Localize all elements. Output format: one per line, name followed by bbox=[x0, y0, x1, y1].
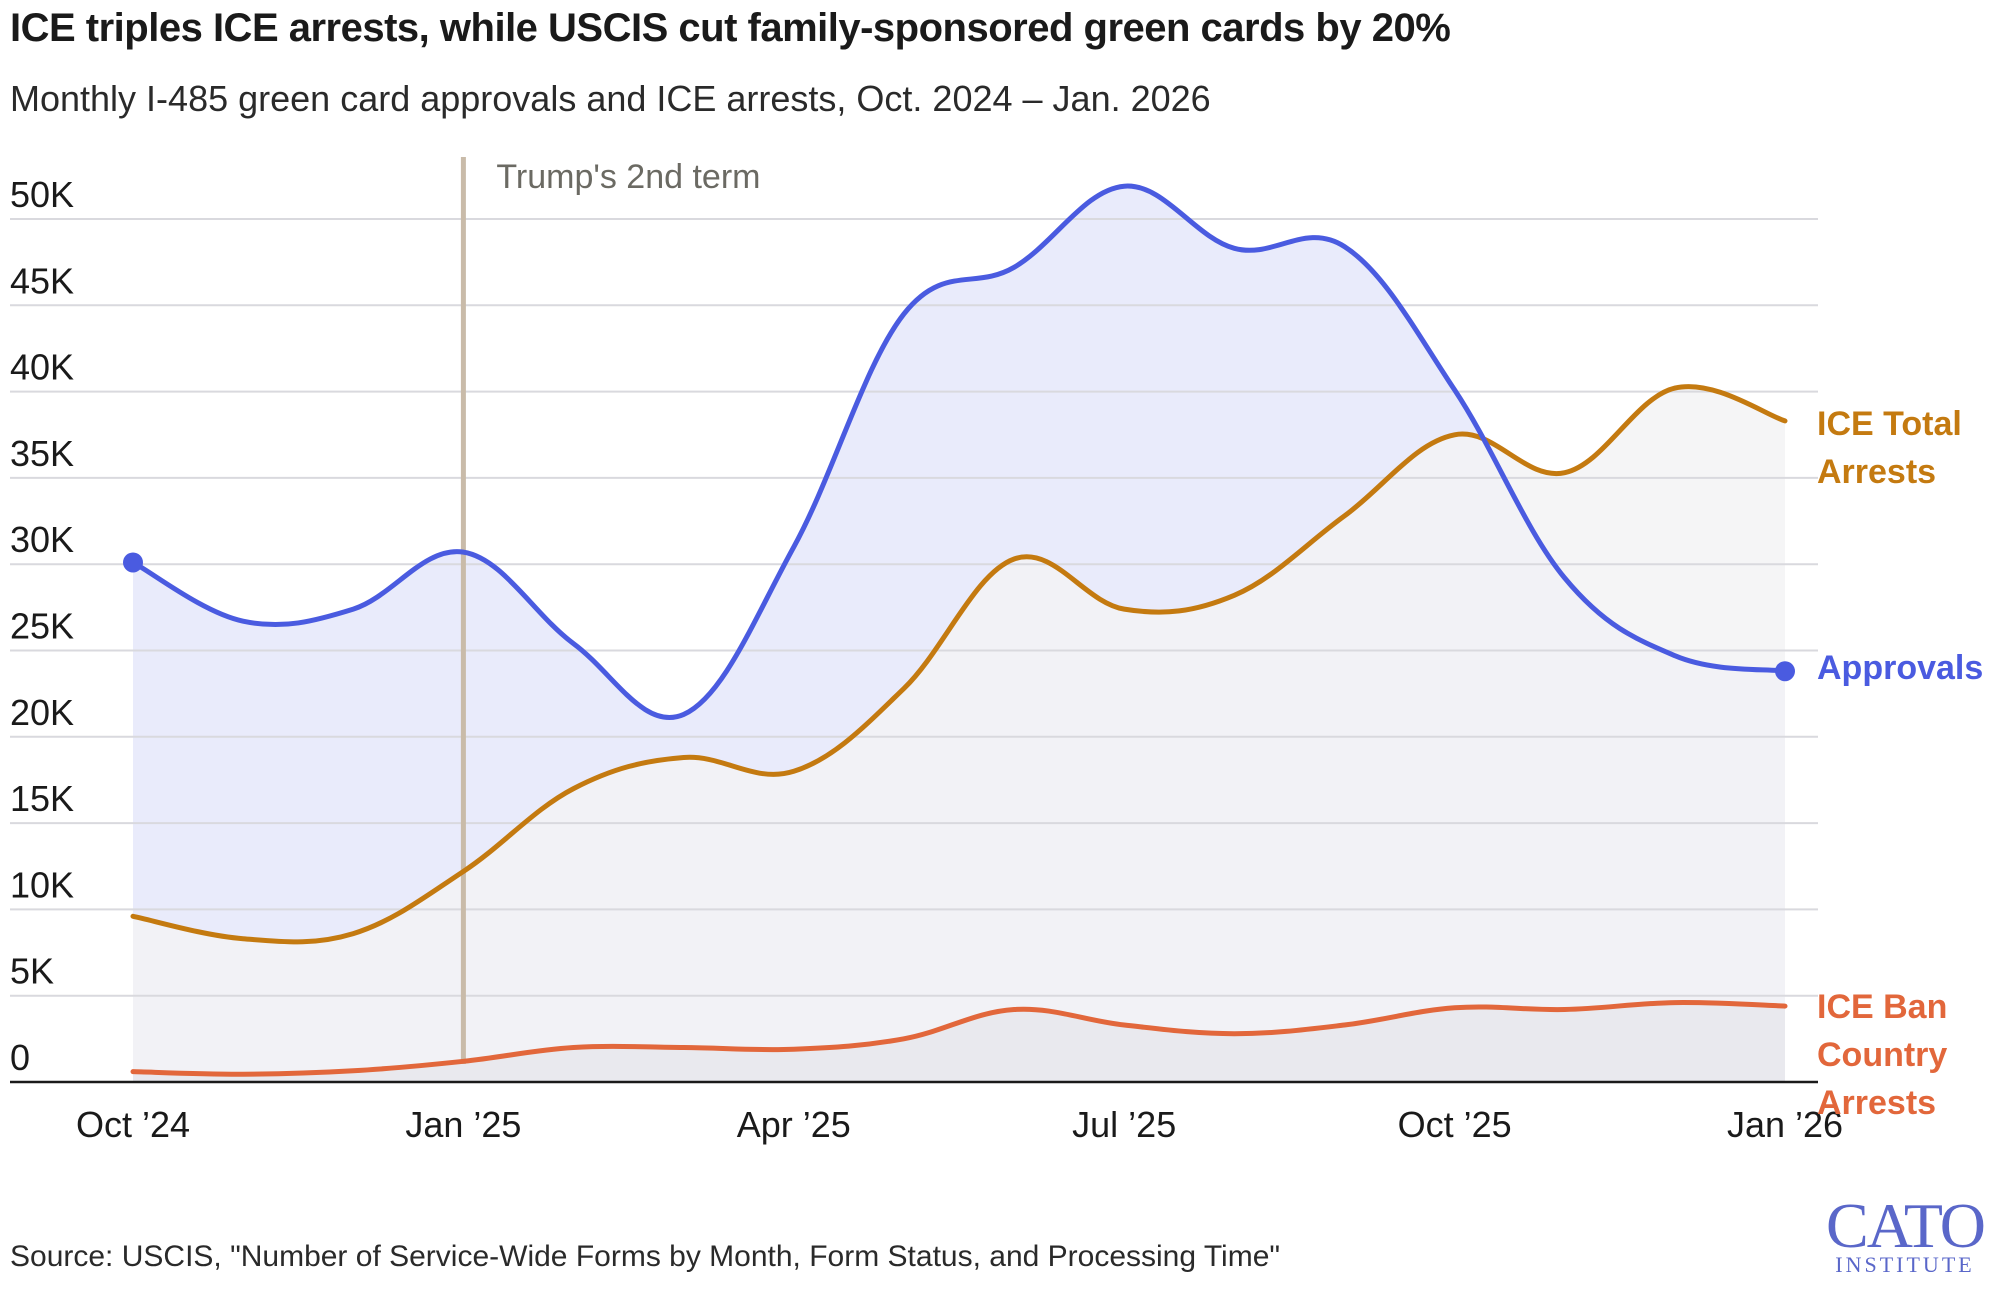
total-arrests-area bbox=[133, 386, 1785, 1082]
y-tick-label: 30K bbox=[10, 519, 74, 560]
series-label-ice-ban-country-arrests: ICE Ban bbox=[1817, 988, 1947, 1026]
trump-term-label: Trump's 2nd term bbox=[496, 158, 760, 196]
logo-subtext: INSTITUTE bbox=[1835, 1252, 1975, 1277]
y-tick-label: 40K bbox=[10, 347, 74, 388]
source-note: Source: USCIS, "Number of Service-Wide F… bbox=[10, 1240, 1281, 1273]
series-label-ice-total-arrests: ICE Total bbox=[1817, 405, 1962, 443]
y-tick-label: 45K bbox=[10, 260, 74, 301]
ice-ban-country-arrests-line bbox=[130, 1000, 1788, 1077]
chart-subtitle: Monthly I-485 green card approvals and I… bbox=[10, 78, 1211, 119]
y-tick-label: 10K bbox=[10, 864, 74, 905]
series-label-ice-total-arrests: Arrests bbox=[1817, 453, 1936, 491]
ice-total-arrests-line bbox=[130, 384, 1788, 945]
x-tick-label: Oct ’25 bbox=[1398, 1104, 1512, 1145]
approvals-start-point bbox=[123, 552, 143, 573]
y-tick-label: 50K bbox=[10, 174, 74, 215]
x-tick-label: Oct ’24 bbox=[76, 1104, 190, 1145]
series-label-ice-ban-country-arrests: Arrests bbox=[1817, 1084, 1936, 1122]
y-tick-label: 25K bbox=[10, 606, 74, 647]
series-label-ice-ban-country-arrests: Country bbox=[1817, 1036, 1947, 1074]
cato-logo: CATO INSTITUTE bbox=[1825, 1190, 1986, 1277]
x-tick-label: Jan ’25 bbox=[405, 1104, 521, 1145]
x-tick-label: Jul ’25 bbox=[1072, 1104, 1176, 1145]
approvals-end-point bbox=[1774, 661, 1795, 682]
x-tick-label: Apr ’25 bbox=[737, 1104, 851, 1145]
y-tick-label: 5K bbox=[10, 951, 54, 992]
logo-wordmark: CATO bbox=[1826, 1190, 1986, 1261]
y-tick-label: 15K bbox=[10, 778, 74, 819]
approvals-line bbox=[130, 183, 1788, 720]
y-tick-label: 0 bbox=[10, 1037, 30, 1078]
series-label-approvals: Approvals bbox=[1817, 649, 1983, 687]
y-tick-label: 35K bbox=[10, 433, 74, 474]
chart-title: ICE triples ICE arrests, while USCIS cut… bbox=[10, 6, 1451, 50]
y-tick-label: 20K bbox=[10, 692, 74, 733]
line-chart: 0 5K 10K 15K 20K 25K 30K 35K 40K 45K 50K Trump's 2n… bbox=[10, 157, 1983, 1145]
x-tick-label: Jan ’26 bbox=[1727, 1104, 1843, 1145]
